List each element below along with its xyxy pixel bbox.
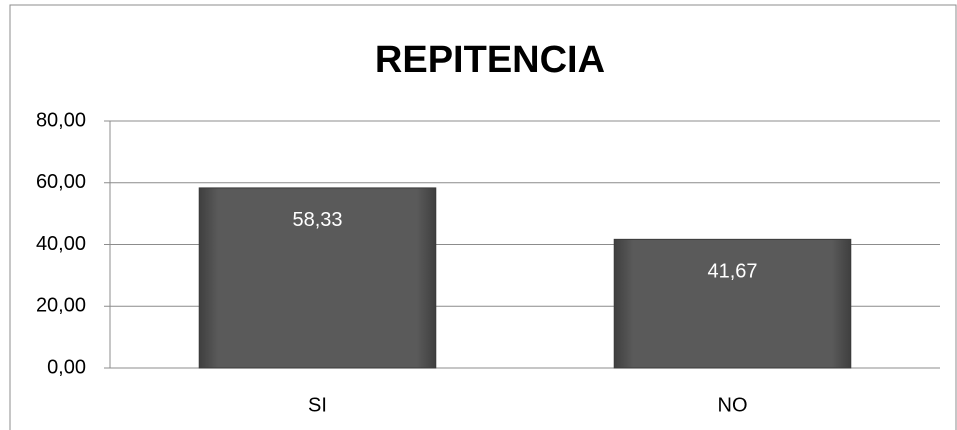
x-tick-label: SI — [308, 394, 327, 416]
chart-title: REPITENCIA — [375, 39, 605, 81]
chart-border — [9, 4, 957, 430]
bar — [613, 238, 852, 369]
y-tick-label: 60,00 — [36, 171, 86, 193]
y-tick-label: 0,00 — [47, 356, 86, 378]
x-tick-label: NO — [718, 394, 748, 416]
bar — [198, 187, 437, 369]
data-label: 41,67 — [707, 261, 757, 283]
y-tick-label: 20,00 — [36, 295, 86, 317]
y-tick-label: 40,00 — [36, 233, 86, 255]
data-label: 58,33 — [292, 209, 342, 231]
y-tick-label: 80,00 — [36, 109, 86, 131]
